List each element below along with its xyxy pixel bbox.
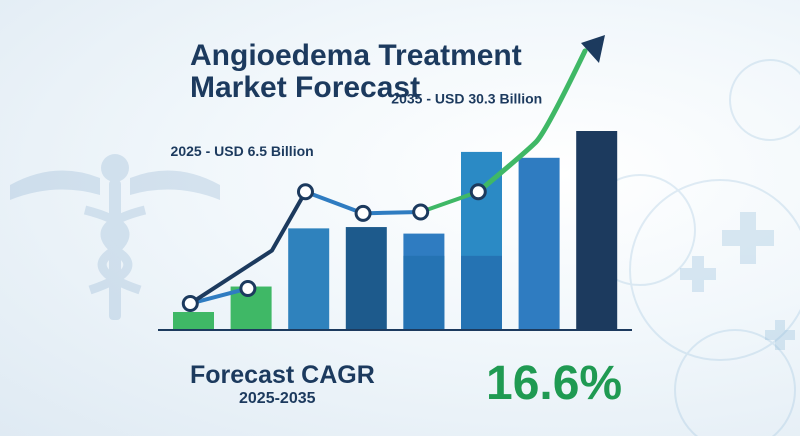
caduceus-icon <box>10 154 220 320</box>
trend-segment-6 <box>475 48 588 195</box>
title-line-1: Angioedema Treatment <box>190 39 522 72</box>
trend-segment-5 <box>418 189 481 215</box>
medical-cross-icons <box>680 212 795 350</box>
page-title: Angioedema Treatment Market Forecast <box>190 40 522 104</box>
trend-point-1 <box>181 295 199 313</box>
annotation-label-1: 2025 - USD 6.5 Billion <box>171 143 314 159</box>
bar-4 <box>345 227 387 329</box>
bar-8 <box>576 131 618 329</box>
title-line-2: Market Forecast <box>190 71 421 104</box>
trend-segment-2 <box>189 190 308 306</box>
trend-point-4 <box>354 204 372 222</box>
cagr-period: 2025-2035 <box>239 390 316 407</box>
bar-5-lower-segment <box>403 255 445 329</box>
annotation-label-2: 2035 - USD 30.3 Billion <box>391 91 542 107</box>
cagr-value: 16.6% <box>486 357 623 410</box>
trend-point-6 <box>469 183 487 201</box>
trend-point-2 <box>239 279 257 297</box>
trend-segment-1 <box>188 286 250 306</box>
bar-1 <box>173 312 214 329</box>
trend-segment-4 <box>361 210 423 216</box>
bar-7 <box>518 157 560 329</box>
trend-segment-3 <box>303 189 366 216</box>
cagr-label: Forecast CAGR <box>190 361 375 389</box>
trend-point-3 <box>296 183 314 201</box>
bar-6-lower-segment <box>461 255 502 329</box>
trend-arrow-head <box>581 34 605 63</box>
trend-point-5 <box>412 203 430 221</box>
bar-3 <box>288 228 330 329</box>
